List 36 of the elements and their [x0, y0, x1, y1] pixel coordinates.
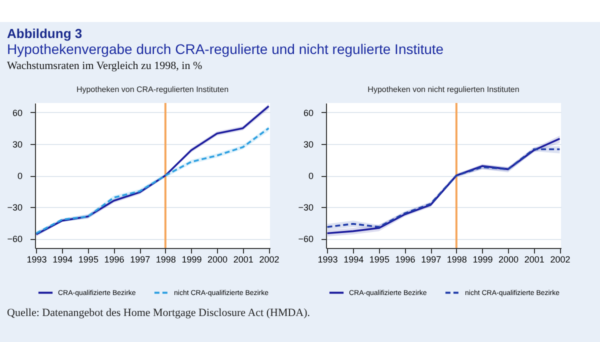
- text: Wachstumsraten im Vergleich zu 1998, in %: [7, 60, 202, 72]
- y-tick-label: −30: [298, 202, 314, 213]
- text: Abbildung 3: [7, 26, 82, 41]
- x-tick-label: 1995: [369, 254, 390, 264]
- y-tick-label: 30: [303, 139, 314, 150]
- x-tick-label: 2000: [498, 254, 519, 264]
- x-tick-label: 1996: [395, 254, 416, 264]
- x-tick-label: 1998: [156, 254, 176, 264]
- y-tick-label: −60: [298, 234, 314, 244]
- x-tick-label: 2002: [550, 254, 570, 264]
- y-tick-label: −30: [7, 202, 22, 213]
- y-tick-label: 0: [308, 171, 314, 181]
- y-tick-label: 30: [12, 139, 22, 150]
- x-tick-label: 1994: [344, 254, 364, 264]
- x-tick-label: 2000: [208, 254, 228, 264]
- x-tick-label: 1997: [130, 254, 150, 264]
- source-note: Quelle: Datenangebot des Home Mortgage Disclosure Act (HMDA).: [7, 307, 310, 319]
- y-tick-label: 60: [303, 108, 314, 118]
- chart-title: Hypotheken von nicht regulierten Instituten: [368, 85, 520, 94]
- y-tick-label: 60: [12, 108, 22, 118]
- x-tick-label: 2001: [233, 254, 254, 264]
- x-tick-label: 2001: [524, 254, 544, 264]
- x-tick-label: 1995: [78, 254, 98, 264]
- y-tick-label: 0: [17, 171, 22, 181]
- x-tick-label: 1998: [446, 254, 467, 264]
- text: Hypothekenvergabe durch CRA-regulierte und nicht regulierte Institute: [7, 41, 444, 57]
- chart-title: Hypotheken von CRA-regulierten Instituten: [76, 85, 229, 94]
- x-tick-label: 1994: [52, 254, 73, 264]
- x-tick-label: 1993: [26, 254, 47, 264]
- x-tick-label: 1999: [472, 254, 493, 264]
- x-tick-label: 2002: [259, 254, 280, 264]
- y-tick-label: −60: [7, 234, 22, 244]
- x-tick-label: 1993: [318, 254, 338, 264]
- x-tick-label: 1999: [182, 254, 202, 264]
- x-tick-label: 1997: [421, 254, 442, 264]
- x-tick-label: 1996: [104, 254, 124, 264]
